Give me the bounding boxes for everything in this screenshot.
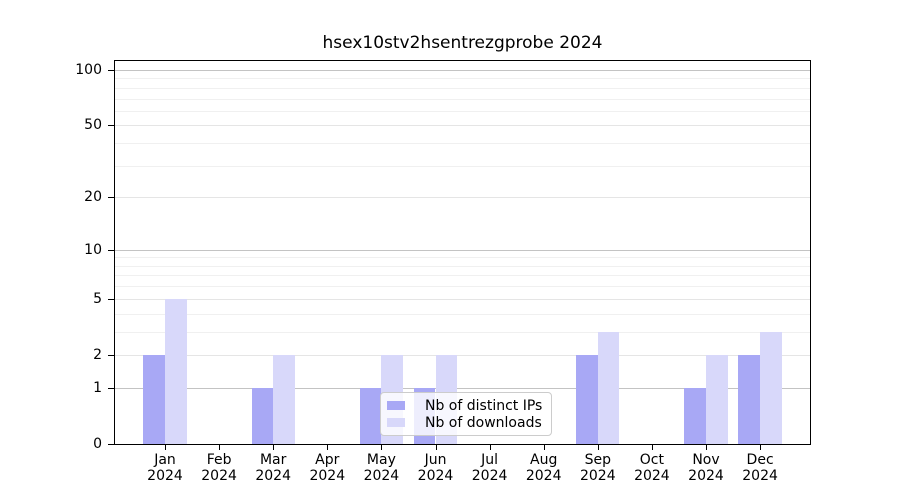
minor-gridline xyxy=(115,257,810,259)
y-tick-mark xyxy=(108,444,114,445)
y-tick-label: 50 xyxy=(84,117,102,134)
y-tick-label: 1 xyxy=(93,379,102,396)
y-tick-label: 0 xyxy=(93,436,102,452)
x-tick-label: Mar 2024 xyxy=(255,452,291,484)
x-tick-mark xyxy=(760,445,762,450)
y-tick-label: 2 xyxy=(93,346,102,363)
minor-gridline xyxy=(115,165,810,167)
x-tick-label: Jul 2024 xyxy=(471,452,508,484)
y-tick-mark xyxy=(108,70,114,71)
x-tick-mark xyxy=(165,445,166,450)
gridline xyxy=(115,298,810,300)
gridline xyxy=(115,125,810,127)
gridline xyxy=(115,387,810,389)
minor-gridline xyxy=(115,275,810,277)
x-tick-mark xyxy=(651,445,653,450)
x-tick-mark xyxy=(381,445,383,450)
minor-gridline xyxy=(115,87,810,89)
minor-gridline xyxy=(115,331,810,333)
y-tick-mark xyxy=(108,249,114,251)
gridline xyxy=(115,354,810,356)
gridline xyxy=(115,70,810,71)
y-tick-mark xyxy=(108,125,114,127)
x-tick-label: Apr 2024 xyxy=(309,452,346,484)
legend-item-distinct-ips: Nb of distinct IPs xyxy=(387,397,542,414)
x-tick-label: Jun 2024 xyxy=(417,452,454,484)
x-tick-label: Sep 2024 xyxy=(579,452,616,484)
x-tick-mark xyxy=(219,445,221,450)
minor-gridline xyxy=(115,313,810,315)
x-tick-label: Nov 2024 xyxy=(688,452,724,484)
bar-downloads-mar xyxy=(273,354,295,444)
x-tick-mark xyxy=(543,445,545,450)
bar-distinct-ips-jan xyxy=(143,354,165,444)
x-tick-mark xyxy=(706,445,707,450)
minor-gridline xyxy=(115,98,810,100)
x-tick-mark xyxy=(327,445,329,450)
x-tick-mark xyxy=(273,445,275,450)
gridline xyxy=(115,197,810,199)
bar-distinct-ips-nov xyxy=(684,387,706,444)
x-tick-label: Jan 2024 xyxy=(147,452,183,484)
minor-gridline xyxy=(115,143,810,145)
y-tick-mark xyxy=(108,298,114,300)
x-tick-label: Feb 2024 xyxy=(201,452,237,484)
y-tick-label: 5 xyxy=(93,290,102,307)
y-tick-label: 100 xyxy=(75,62,102,78)
y-tick-mark xyxy=(108,197,114,199)
legend-swatch-distinct-ips-icon xyxy=(387,401,405,410)
y-tick-label: 20 xyxy=(84,189,102,206)
gridline xyxy=(115,249,810,251)
bar-downloads-dec xyxy=(760,331,782,444)
legend: Nb of distinct IPs Nb of downloads xyxy=(380,392,553,436)
y-tick-label: 10 xyxy=(84,241,102,258)
legend-label-distinct-ips: Nb of distinct IPs xyxy=(425,397,543,414)
legend-item-downloads: Nb of downloads xyxy=(387,414,542,431)
y-tick-mark xyxy=(108,387,114,389)
x-tick-mark xyxy=(489,445,491,450)
plot-area xyxy=(114,60,811,445)
bar-downloads-sep xyxy=(597,331,620,444)
minor-gridline xyxy=(115,265,810,267)
x-tick-mark xyxy=(597,445,599,450)
bar-downloads-jan xyxy=(165,298,187,444)
x-tick-label: May 2024 xyxy=(363,452,400,484)
bar-distinct-ips-dec xyxy=(738,354,761,444)
bar-distinct-ips-mar xyxy=(251,387,274,444)
chart-title: hsex10stv2hsentrezgprobe 2024 xyxy=(322,33,603,53)
y-tick-mark xyxy=(108,354,114,356)
x-tick-label: Aug 2024 xyxy=(525,452,562,484)
legend-label-downloads: Nb of downloads xyxy=(425,414,542,431)
bar-distinct-ips-sep xyxy=(576,354,598,444)
bar-downloads-nov xyxy=(706,354,728,444)
x-tick-label: Dec 2024 xyxy=(742,452,778,484)
legend-swatch-downloads-icon xyxy=(387,418,405,427)
x-tick-label: Oct 2024 xyxy=(634,452,670,484)
minor-gridline xyxy=(115,110,810,112)
minor-gridline xyxy=(115,78,810,80)
x-tick-mark xyxy=(435,445,437,450)
bar-distinct-ips-may xyxy=(359,387,382,444)
minor-gridline xyxy=(115,286,810,288)
